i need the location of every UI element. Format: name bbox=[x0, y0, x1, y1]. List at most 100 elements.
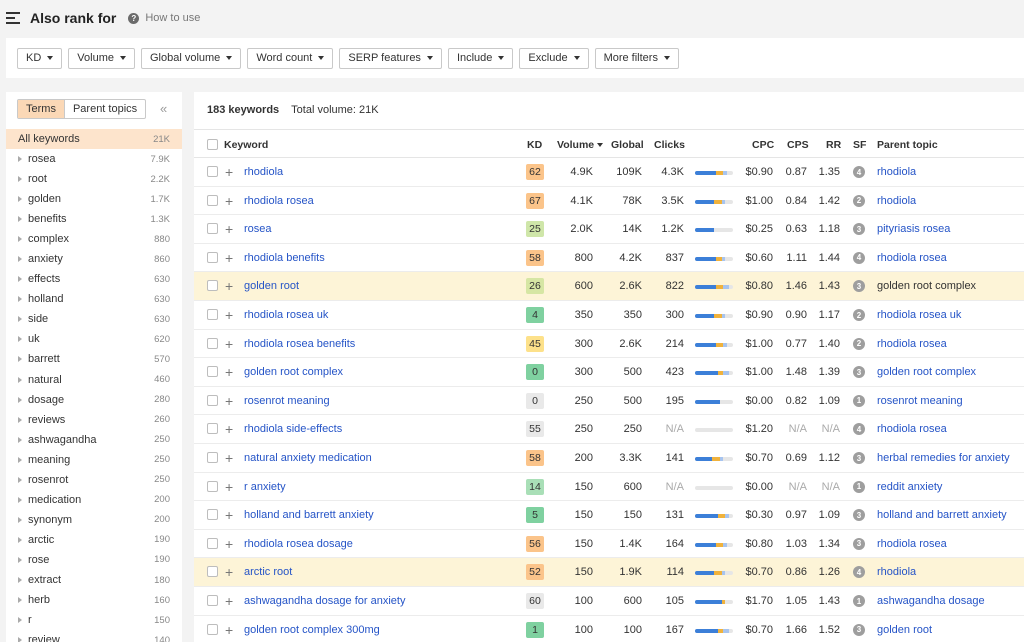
menu-icon[interactable] bbox=[6, 12, 20, 24]
add-keyword-icon[interactable]: + bbox=[225, 278, 234, 295]
add-keyword-icon[interactable]: + bbox=[225, 221, 234, 238]
parent-topic-link[interactable]: herbal remedies for anxiety bbox=[877, 452, 1010, 464]
row-checkbox[interactable] bbox=[207, 251, 218, 263]
table-row[interactable]: + rhodiola rosea dosage 56 150 1.4K 164 $0.80 1… bbox=[194, 530, 1024, 559]
keyword-link[interactable]: rhodiola rosea bbox=[244, 194, 314, 207]
col-cps[interactable]: CPS bbox=[787, 139, 809, 151]
table-row[interactable]: + rosea 25 2.0K 14K 1.2K $0.25 0.63 1.18 3 pityria… bbox=[194, 215, 1024, 244]
table-row[interactable]: + rhodiola side-effects 55 250 250 N/A $1.20 N/… bbox=[194, 415, 1024, 444]
sidebar-item-term[interactable]: ashwagandha 250 bbox=[6, 430, 182, 450]
keyword-link[interactable]: rosenrot meaning bbox=[244, 394, 330, 407]
keyword-link[interactable]: rhodiola bbox=[244, 166, 284, 178]
sidebar-item-term[interactable]: side 630 bbox=[6, 309, 182, 329]
serp-features-badge[interactable]: 1 bbox=[853, 595, 865, 607]
table-row[interactable]: + rhodiola rosea benefits 45 300 2.6K 214 $1.0… bbox=[194, 330, 1024, 359]
help-icon[interactable]: ? bbox=[128, 12, 140, 24]
filter-serp-features-button[interactable]: SERP features bbox=[339, 47, 442, 69]
select-all-checkbox[interactable] bbox=[207, 139, 218, 150]
add-keyword-icon[interactable]: + bbox=[225, 593, 234, 609]
expand-triangle-icon[interactable] bbox=[18, 436, 22, 443]
parent-topic-link[interactable]: pityriasis rosea bbox=[877, 223, 951, 236]
expand-triangle-icon[interactable] bbox=[18, 256, 22, 263]
parent-topic-link[interactable]: rhodiola rosea bbox=[877, 537, 947, 550]
sidebar-item-term[interactable]: barrett 570 bbox=[6, 349, 182, 369]
sidebar-item-term[interactable]: effects 630 bbox=[6, 269, 182, 289]
sidebar-item-term[interactable]: holland 630 bbox=[6, 289, 182, 309]
keyword-link[interactable]: holland and barrett anxiety bbox=[244, 509, 374, 522]
parent-topic-link[interactable]: rhodiola bbox=[877, 566, 917, 579]
table-row[interactable]: + rhodiola benefits 58 800 4.2K 837 $0.60 1.11 1… bbox=[194, 244, 1024, 273]
expand-triangle-icon[interactable] bbox=[18, 376, 22, 383]
table-row[interactable]: + arctic root 52 150 1.9K 114 $0.70 0.86 1.26 4 rh… bbox=[194, 558, 1024, 587]
expand-triangle-icon[interactable] bbox=[18, 597, 22, 604]
sidebar-item-term[interactable]: r 150 bbox=[6, 610, 182, 630]
sidebar-item-all-keywords[interactable]: All keywords 21K bbox=[6, 129, 182, 149]
keyword-link[interactable]: ashwagandha dosage for anxiety bbox=[244, 595, 406, 607]
expand-triangle-icon[interactable] bbox=[18, 396, 22, 403]
expand-triangle-icon[interactable] bbox=[18, 416, 22, 423]
sidebar-item-term[interactable]: arctic 190 bbox=[6, 530, 182, 550]
parent-topic-link[interactable]: reddit anxiety bbox=[877, 480, 943, 493]
sidebar-item-term[interactable]: uk 620 bbox=[6, 329, 182, 349]
keyword-link[interactable]: rhodiola rosea benefits bbox=[244, 337, 356, 350]
expand-triangle-icon[interactable] bbox=[18, 156, 22, 163]
sidebar-item-term[interactable]: herb 160 bbox=[6, 590, 182, 610]
sidebar-item-term[interactable]: complex 880 bbox=[6, 229, 182, 249]
row-checkbox[interactable] bbox=[207, 537, 218, 549]
keyword-link[interactable]: natural anxiety medication bbox=[244, 452, 372, 464]
sidebar-item-term[interactable]: natural 460 bbox=[6, 370, 182, 390]
row-checkbox[interactable] bbox=[207, 309, 218, 320]
tab-parent-topics[interactable]: Parent topics bbox=[72, 103, 138, 115]
row-checkbox[interactable] bbox=[207, 366, 218, 378]
keyword-link[interactable]: r anxiety bbox=[244, 480, 286, 493]
serp-features-badge[interactable]: 2 bbox=[853, 309, 865, 321]
expand-triangle-icon[interactable] bbox=[18, 176, 22, 183]
add-keyword-icon[interactable]: + bbox=[225, 421, 234, 438]
add-keyword-icon[interactable]: + bbox=[225, 392, 234, 409]
parent-topic-link[interactable]: ashwagandha dosage bbox=[877, 595, 985, 607]
table-row[interactable]: + golden root 26 600 2.6K 822 $0.80 1.46 1.43 3 go… bbox=[194, 272, 1024, 301]
sidebar-item-term[interactable]: anxiety 860 bbox=[6, 249, 182, 269]
serp-features-badge[interactable]: 3 bbox=[853, 223, 865, 236]
add-keyword-icon[interactable]: + bbox=[225, 364, 234, 381]
filter-exclude-button[interactable]: Exclude bbox=[519, 47, 589, 69]
table-row[interactable]: + rhodiola rosea 67 4.1K 78K 3.5K $1.00 0.84 1.4… bbox=[194, 187, 1024, 216]
sidebar-item-term[interactable]: root 2.2K bbox=[6, 169, 182, 189]
filter-include-button[interactable]: Include bbox=[447, 47, 514, 69]
expand-triangle-icon[interactable] bbox=[18, 637, 22, 642]
table-row[interactable]: + holland and barrett anxiety 5 150 150 131 $0… bbox=[194, 501, 1024, 530]
parent-topic-link[interactable]: rosenrot meaning bbox=[877, 394, 963, 407]
parent-topic-link[interactable]: rhodiola rosea bbox=[877, 251, 947, 264]
serp-features-badge[interactable]: 2 bbox=[853, 194, 865, 207]
expand-triangle-icon[interactable] bbox=[18, 456, 22, 463]
serp-features-badge[interactable]: 4 bbox=[853, 166, 865, 178]
parent-topic-link[interactable]: rhodiola rosea uk bbox=[877, 309, 962, 321]
row-checkbox[interactable] bbox=[207, 166, 218, 177]
row-checkbox[interactable] bbox=[207, 452, 218, 463]
sidebar-item-term[interactable]: benefits 1.3K bbox=[6, 209, 182, 229]
keyword-link[interactable]: golden root complex 300mg bbox=[244, 623, 380, 636]
keyword-link[interactable]: golden root bbox=[244, 280, 300, 293]
col-sf[interactable]: SF bbox=[853, 139, 867, 151]
filter-more-filters-button[interactable]: More filters bbox=[594, 47, 679, 69]
expand-triangle-icon[interactable] bbox=[18, 276, 22, 283]
row-checkbox[interactable] bbox=[207, 423, 218, 435]
serp-features-badge[interactable]: 3 bbox=[853, 366, 865, 379]
serp-features-badge[interactable]: 2 bbox=[853, 337, 865, 350]
table-row[interactable]: + rosenrot meaning 0 250 500 195 $0.00 0.82 1.09… bbox=[194, 387, 1024, 416]
row-checkbox[interactable] bbox=[207, 337, 218, 349]
expand-triangle-icon[interactable] bbox=[18, 617, 22, 624]
add-keyword-icon[interactable]: + bbox=[225, 478, 234, 495]
expand-triangle-icon[interactable] bbox=[18, 196, 22, 203]
keyword-link[interactable]: arctic root bbox=[244, 566, 293, 579]
sidebar-item-term[interactable]: review 140 bbox=[6, 630, 182, 642]
parent-topic-link[interactable]: golden root bbox=[877, 623, 933, 636]
add-keyword-icon[interactable]: + bbox=[225, 192, 234, 209]
parent-topic-link[interactable]: rhodiola rosea bbox=[877, 423, 947, 436]
serp-features-badge[interactable]: 1 bbox=[853, 480, 865, 493]
add-keyword-icon[interactable]: + bbox=[225, 335, 234, 352]
keyword-link[interactable]: rhodiola rosea uk bbox=[244, 309, 329, 321]
keyword-link[interactable]: rhodiola side-effects bbox=[244, 423, 343, 436]
serp-features-badge[interactable]: 3 bbox=[853, 509, 865, 522]
row-checkbox[interactable] bbox=[207, 280, 218, 292]
